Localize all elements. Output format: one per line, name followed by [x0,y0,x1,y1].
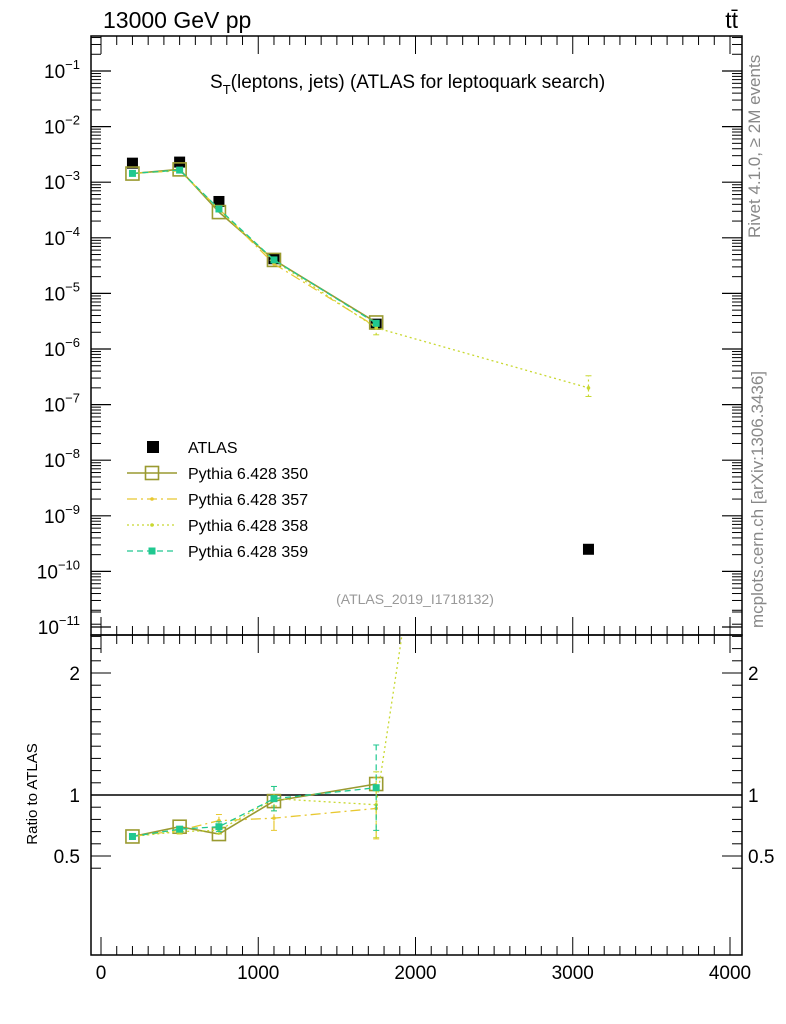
ratio-point-pythia-6-428-358 [407,586,411,590]
main-y-tick-label: 10−4 [44,224,80,250]
ratio-y-tick-label-right: 2 [748,664,759,685]
x-tick-label: 0 [96,963,107,984]
main-point-atlas [126,157,138,169]
legend-marker-pythia-6-428-357 [150,497,154,501]
x-tick-label: 3000 [552,963,594,984]
main-line-pythia-6-428-358 [132,169,589,389]
ratio-y-tick-label: 0.5 [54,847,80,868]
legend: ATLAS Pythia 6.428 350 Pythia 6.428 357 Pyt… [127,440,308,561]
main-line-pythia-6-428-350 [132,168,377,324]
process-label: tt̄ [725,7,738,33]
main-point-pythia-6-428-358 [586,386,591,390]
x-tick-label: 1000 [237,963,279,984]
legend-label-pythia-6-428-350: Pythia 6.428 350 [188,466,308,483]
main-y-tick-label: 10−8 [44,446,80,472]
main-y-tick-label: 10−2 [44,113,80,139]
main-y-tick-label: 10−1 [44,57,80,83]
main-point-pythia-6-428-350 [172,162,187,177]
axes-layer: 10−1110−1010−910−810−710−610−510−410−310… [37,36,774,984]
ratio-point-pythia-6-428-359 [176,825,184,833]
main-point-pythia-6-428-358 [374,326,378,330]
analysis-id-watermark: (ATLAS_2019_I1718132) [336,591,494,607]
ratio-y-tick-label: 2 [69,664,80,685]
main-point-pythia-6-428-359 [270,256,278,264]
legend-marker-pythia-6-428-350 [144,465,160,481]
ratio-y-tick-label: 1 [69,786,80,807]
ratio-point-pythia-6-428-359 [270,795,278,803]
legend-label-pythia-6-428-359: Pythia 6.428 359 [188,544,308,561]
energy-label: 13000 GeV pp [103,7,251,33]
main-data-layer [125,156,594,555]
main-y-tick-label: 10−6 [44,335,80,361]
ratio-point-pythia-6-428-359 [215,823,223,831]
ratio-point-pythia-6-428-359 [372,784,380,792]
main-point-atlas [582,543,594,555]
ratio-point-pythia-6-428-350 [125,829,140,844]
main-point-pythia-6-428-359 [215,205,223,213]
mcplots-label: mcplots.cern.ch [arXiv:1306.3436] [748,371,767,628]
main-y-tick-label: 10−3 [44,168,80,194]
rivet-version-label: Rivet 4.1.0, ≥ 2M events [745,55,764,238]
ratio-point-pythia-6-428-357 [272,816,276,820]
ratio-line-pythia-6-428-359 [132,787,377,838]
main-y-tick-label: 10−7 [44,391,80,417]
main-point-pythia-6-428-359 [372,319,380,327]
main-point-atlas [213,195,225,207]
ratio-y-tick-label-right: 1 [748,786,759,807]
legend-marker-atlas [147,441,159,453]
legend-label-atlas: ATLAS [188,440,238,457]
main-point-pythia-6-428-359 [176,166,184,174]
main-y-tick-label: 10−11 [38,613,80,639]
main-y-tick-label: 10−5 [44,279,80,305]
legend-label-pythia-6-428-358: Pythia 6.428 358 [188,518,308,535]
x-tick-label: 4000 [709,963,751,984]
ratio-data-layer [125,586,411,844]
main-y-tick-label: 10−9 [44,502,80,528]
legend-marker-pythia-6-428-359 [148,547,156,555]
main-y-tick-label: 10−10 [37,557,80,583]
plot-title: ST(leptons, jets) (ATLAS for leptoquark … [210,72,605,97]
legend-label-pythia-6-428-357: Pythia 6.428 357 [188,492,308,509]
ratio-point-pythia-6-428-359 [128,832,136,840]
main-point-pythia-6-428-350 [266,252,282,268]
ratio-y-axis-label: Ratio to ATLAS [24,743,41,844]
ratio-y-tick-label-right: 0.5 [748,847,774,868]
main-line-pythia-6-428-359 [132,169,377,324]
main-point-pythia-6-428-359 [128,169,136,177]
legend-marker-pythia-6-428-358 [150,523,154,527]
x-tick-label: 2000 [394,963,436,984]
